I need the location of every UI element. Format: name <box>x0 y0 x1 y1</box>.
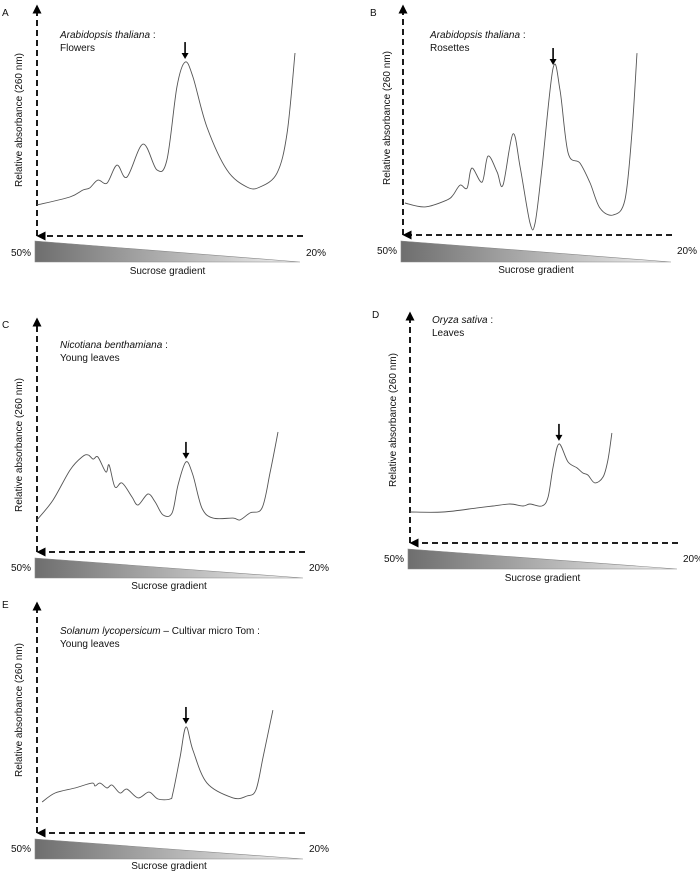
sucrose-gradient-wedge <box>34 557 304 579</box>
y-axis-label: Relative absorbance (260 nm) <box>14 643 25 777</box>
species-name: Solanum lycopersicum <box>60 626 161 637</box>
panel-b: B Arabidopsis thaliana : Rosettes Relative … <box>370 4 697 276</box>
species-name: Arabidopsis thaliana <box>429 30 520 41</box>
gradient-end-label: 20% <box>306 248 326 259</box>
panel-a: A Arabidopsis thaliana : Flowers Relative a… <box>2 4 326 277</box>
gradient-end-label: 20% <box>677 246 697 257</box>
absorbance-curve <box>41 710 274 803</box>
peak-arrow-head <box>182 717 190 724</box>
y-axis-label: Relative absorbance (260 nm) <box>382 51 393 185</box>
gradient-start-label: 50% <box>11 844 31 855</box>
gradient-end-label: 20% <box>683 554 700 565</box>
title-separator: : <box>150 30 156 41</box>
peak-arrow-head <box>182 452 190 459</box>
absorbance-curve <box>36 431 279 521</box>
x-axis-label: Sucrose gradient <box>130 266 206 277</box>
absorbance-curve <box>36 52 296 206</box>
panel-e: E Solanum lycopersicum – Cultivar micro T… <box>2 600 329 872</box>
tissue-label: Leaves <box>432 328 464 339</box>
panel-title: Solanum lycopersicum – Cultivar micro To… <box>60 626 260 637</box>
panel-title: Oryza sativa : <box>432 315 493 326</box>
title-separator: : <box>488 315 494 326</box>
panel-title: Arabidopsis thaliana : <box>59 30 156 41</box>
panel-title: Nicotiana benthamiana : <box>60 340 168 351</box>
title-separator: : <box>162 340 168 351</box>
y-axis-label: Relative absorbance (260 nm) <box>388 353 399 487</box>
species-name: Arabidopsis thaliana <box>59 30 150 41</box>
y-axis-label: Relative absorbance (260 nm) <box>14 378 25 512</box>
panel-letter: B <box>370 8 377 19</box>
title-separator: : <box>520 30 526 41</box>
gradient-start-label: 50% <box>11 563 31 574</box>
tissue-label: Young leaves <box>60 639 120 650</box>
y-axis-label: Relative absorbance (260 nm) <box>14 53 25 187</box>
panel-letter: A <box>2 8 9 19</box>
gradient-start-label: 50% <box>384 554 404 565</box>
sucrose-gradient-wedge <box>34 838 304 860</box>
gradient-end-label: 20% <box>309 563 329 574</box>
gradient-start-label: 50% <box>11 248 31 259</box>
x-axis-label: Sucrose gradient <box>131 861 207 872</box>
tissue-label: Young leaves <box>60 353 120 364</box>
peak-arrow-head <box>181 53 189 60</box>
panel-d: D Oryza sativa : Leaves Relative absorbance… <box>372 310 700 584</box>
tissue-label: Rosettes <box>430 43 469 54</box>
peak-arrow-head <box>555 434 563 441</box>
gradient-end-label: 20% <box>309 844 329 855</box>
species-name: Oryza sativa <box>432 315 488 326</box>
panel-letter: C <box>2 320 9 331</box>
x-axis-label: Sucrose gradient <box>131 581 207 592</box>
gradient-start-label: 50% <box>377 246 397 257</box>
sucrose-gradient-wedge <box>34 240 301 263</box>
absorbance-curve <box>409 432 613 513</box>
panel-letter: E <box>2 600 9 611</box>
species-name: Nicotiana benthamiana <box>60 340 163 351</box>
x-axis-label: Sucrose gradient <box>498 265 574 276</box>
panel-title: Arabidopsis thaliana : <box>429 30 526 41</box>
tissue-label: Flowers <box>60 43 95 54</box>
peak-arrow-head <box>549 59 557 66</box>
sucrose-gradient-wedge <box>400 240 672 263</box>
title-separator: – Cultivar micro Tom : <box>161 626 260 637</box>
absorbance-curve <box>404 53 638 231</box>
panel-c: C Nicotiana benthamiana : Young leaves Rela… <box>2 317 329 592</box>
sucrose-gradient-wedge <box>407 548 678 570</box>
x-axis-label: Sucrose gradient <box>505 573 581 584</box>
panel-letter: D <box>372 310 379 321</box>
